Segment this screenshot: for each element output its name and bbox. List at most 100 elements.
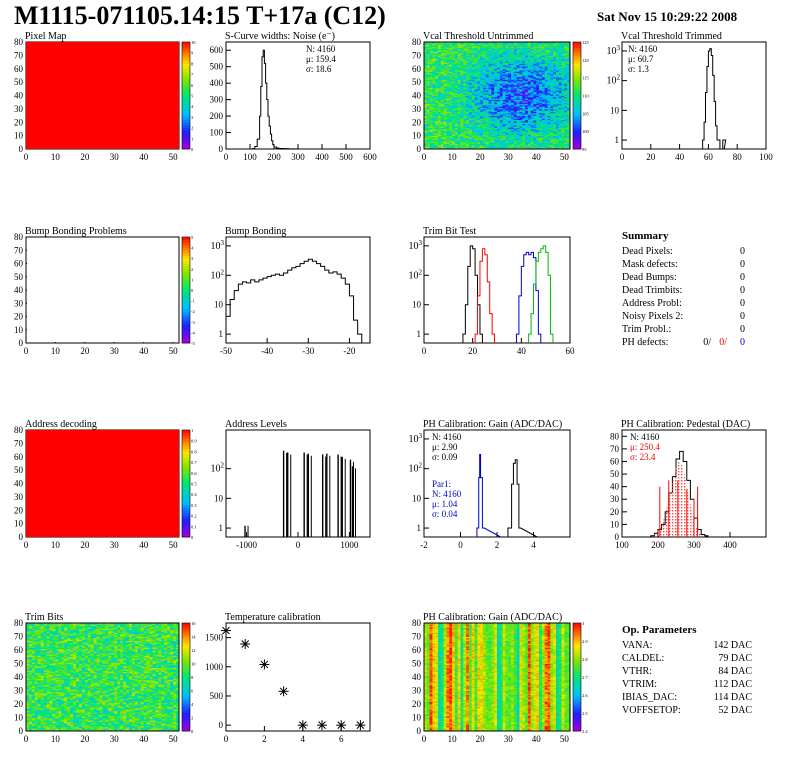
heatmap-cell [519, 50, 523, 52]
heatmap-cell [460, 87, 464, 90]
heatmap-cell [558, 59, 562, 62]
heatmap-cell [564, 98, 568, 100]
heatmap-cell [429, 142, 433, 145]
y-tick-label: 600 [210, 45, 224, 55]
colorbar-label: 115 [582, 76, 589, 81]
heatmap-cell [502, 78, 506, 80]
heatmap-cell [485, 52, 489, 55]
heatmap-cell [491, 75, 495, 78]
heatmap-cell [424, 46, 428, 48]
heatmap-cell [527, 134, 532, 137]
heatmap-cell [561, 46, 565, 48]
heatmap-cell [522, 60, 526, 63]
heatmap-cell [508, 79, 512, 82]
colorbar-cell [573, 84, 581, 88]
heatmap-cell [564, 46, 568, 48]
heatmap-cell [525, 80, 529, 83]
heatmap-cell [541, 55, 546, 58]
heatmap-cell [491, 143, 495, 146]
heatmap-cell [468, 120, 473, 123]
heatmap-cell [432, 54, 436, 56]
heatmap-cell [471, 142, 475, 145]
heatmap-cell [28, 722, 33, 725]
heatmap-cell [547, 94, 551, 96]
heatmap-cell [564, 119, 568, 122]
heatmap-cell [466, 52, 470, 55]
heatmap-cell [28, 681, 33, 683]
heatmap-cell [429, 110, 433, 112]
heatmap-cell [460, 111, 464, 114]
heatmap-cell [426, 55, 431, 58]
heatmap-cell [550, 92, 554, 95]
heatmap-cell [457, 95, 461, 98]
heatmap-cell [499, 118, 504, 120]
heatmap-cell [466, 91, 470, 94]
heatmap-cell [508, 96, 512, 99]
heatmap-cell [28, 689, 33, 691]
heatmap-cell [553, 107, 557, 110]
heatmap-cell [555, 132, 560, 135]
heatmap-cell [516, 42, 520, 44]
heatmap-cell [26, 706, 30, 709]
heatmap-cell [553, 71, 557, 74]
heatmap-cell [530, 112, 534, 115]
heatmap-cell [499, 95, 504, 98]
heatmap-cell [446, 134, 450, 137]
heatmap-cell [525, 139, 529, 142]
heatmap-cell [454, 104, 459, 107]
heatmap-cell [454, 130, 459, 133]
heatmap-cell [468, 76, 473, 79]
heatmap-cell [446, 71, 450, 74]
heatmap-cell [471, 119, 475, 122]
heatmap-cell [26, 644, 30, 647]
heatmap-cell [31, 662, 36, 664]
heatmap-cell [468, 82, 473, 84]
heatmap-cell [474, 131, 478, 134]
colorbar-cell [182, 462, 190, 466]
heatmap-cell [426, 43, 431, 46]
heatmap-cell [536, 120, 540, 123]
heatmap-cell [474, 91, 478, 94]
heatmap-cell [499, 123, 504, 126]
heatmap-cell [449, 90, 453, 92]
heatmap-cell [491, 120, 495, 123]
heatmap-cell [539, 88, 543, 91]
heatmap-cell [516, 75, 520, 78]
heatmap-cell [446, 122, 450, 124]
heatmap-cell [553, 96, 557, 99]
heatmap-cell [525, 136, 529, 139]
heatmap-cell [477, 48, 481, 51]
heatmap-cell [440, 107, 445, 110]
heatmap-cell [432, 130, 436, 133]
heatmap-cell [463, 146, 467, 149]
heatmap-cell [567, 88, 571, 91]
heatmap-cell [555, 102, 560, 104]
colorbar-cell [573, 98, 581, 102]
colorbar-cell [182, 143, 190, 147]
heatmap-cell [474, 87, 478, 90]
heatmap-cell [468, 43, 473, 46]
heatmap-cell [541, 67, 546, 70]
heatmap-cell [26, 682, 30, 685]
heatmap-cell [443, 75, 447, 78]
heatmap-cell [485, 58, 489, 60]
x-tick-label: 0 [224, 152, 229, 162]
colorbar-label: 8 [191, 61, 194, 66]
colorbar-cell [182, 321, 190, 325]
heatmap-cell [457, 138, 461, 141]
heatmap-cell [485, 124, 489, 127]
heatmap-cell [555, 44, 560, 47]
heatmap-cell [485, 122, 489, 124]
heatmap-cell [26, 677, 30, 679]
heatmap-cell [438, 123, 442, 126]
heatmap-cell [471, 79, 475, 82]
heatmap-cell [460, 108, 464, 111]
heatmap-cell [468, 143, 473, 146]
heatmap-cell [494, 55, 498, 58]
heatmap-cell [443, 136, 447, 139]
heatmap-cell [449, 82, 453, 84]
heatmap-cell [485, 99, 489, 102]
heatmap-cell [511, 43, 515, 46]
heatmap-cell [555, 70, 560, 72]
heatmap-cell [446, 88, 450, 91]
